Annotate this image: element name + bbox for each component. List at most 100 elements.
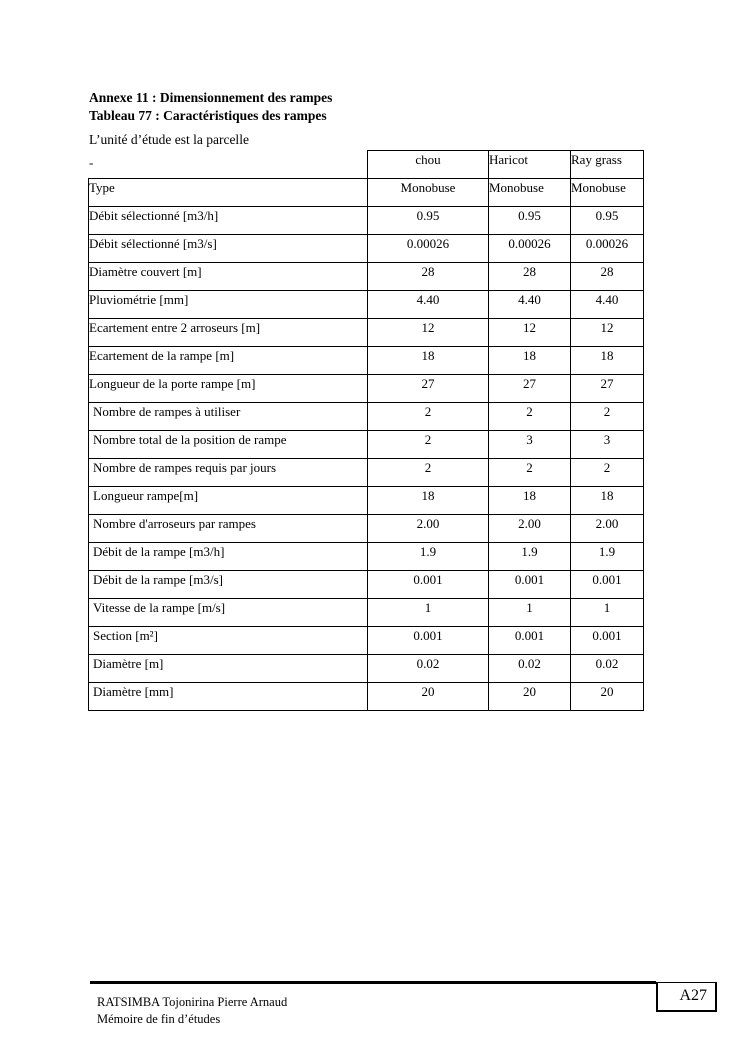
- cell-value: 28: [488, 262, 571, 291]
- cell-value: 28: [367, 262, 489, 291]
- cell-value: 4.40: [570, 290, 644, 319]
- dash-mark: -: [89, 155, 94, 170]
- cell-value: 2.00: [367, 514, 489, 543]
- cell-value: 20: [367, 682, 489, 711]
- table-row: Longueur de la porte rampe [m] 27 27 27: [88, 374, 644, 403]
- cell-value: 0.001: [570, 570, 644, 599]
- table-row: Débit de la rampe [m3/s] 0.001 0.001 0.001: [88, 570, 644, 599]
- cell-value: Monobuse: [367, 178, 489, 207]
- header-empty-cell: [88, 150, 368, 179]
- table-row: Diamètre couvert [m] 28 28 28: [88, 262, 644, 291]
- cell-value: 12: [570, 318, 644, 347]
- ramp-characteristics-table: chou Haricot Ray grass Type Monobuse Monob…: [88, 150, 644, 711]
- intro-text: L’unité d’étude est la parcelle: [89, 132, 249, 147]
- cell-value: 2: [367, 458, 489, 487]
- row-label: Vitesse de la rampe [m/s]: [88, 598, 368, 627]
- table-row: Débit sélectionné [m3/h] 0.95 0.95 0.95: [88, 206, 644, 235]
- cell-value: 18: [570, 486, 644, 515]
- table-row: Nombre de rampes requis par jours 2 2 2: [88, 458, 644, 487]
- cell-value: 18: [488, 346, 571, 375]
- cell-value: 27: [488, 374, 571, 403]
- cell-value: 0.00026: [367, 234, 489, 263]
- cell-value: 2.00: [570, 514, 644, 543]
- table-header-row: chou Haricot Ray grass: [88, 150, 644, 179]
- table-row: Débit de la rampe [m3/h] 1.9 1.9 1.9: [88, 542, 644, 571]
- cell-value: 4.40: [488, 290, 571, 319]
- row-label: Section [m²]: [88, 626, 368, 655]
- table-title: Tableau 77 : Caractéristiques des rampes: [89, 108, 327, 123]
- row-label: Diamètre couvert [m]: [88, 262, 368, 291]
- cell-value: 18: [367, 486, 489, 515]
- row-label: Débit de la rampe [m3/s]: [88, 570, 368, 599]
- table-row: Nombre de rampes à utiliser 2 2 2: [88, 402, 644, 431]
- cell-value: 18: [367, 346, 489, 375]
- table-row: Diamètre [m] 0.02 0.02 0.02: [88, 654, 644, 683]
- cell-value: Monobuse: [488, 178, 571, 207]
- cell-value: 0.001: [488, 570, 571, 599]
- cell-value: 2: [367, 430, 489, 459]
- row-label: Ecartement entre 2 arroseurs [m]: [88, 318, 368, 347]
- table-row: Pluviométrie [mm] 4.40 4.40 4.40: [88, 290, 644, 319]
- table-row: Vitesse de la rampe [m/s] 1 1 1: [88, 598, 644, 627]
- cell-value: 1.9: [488, 542, 571, 571]
- cell-value: 0.02: [367, 654, 489, 683]
- row-label: Type: [88, 178, 368, 207]
- row-label: Débit sélectionné [m3/s]: [88, 234, 368, 263]
- cell-value: 18: [488, 486, 571, 515]
- row-label: Nombre d'arroseurs par rampes: [88, 514, 368, 543]
- table-row: Section [m²] 0.001 0.001 0.001: [88, 626, 644, 655]
- cell-value: 1: [488, 598, 571, 627]
- table-row: Nombre d'arroseurs par rampes 2.00 2.00 2.0…: [88, 514, 644, 543]
- table-row: Nombre total de la position de rampe 2 3 3: [88, 430, 644, 459]
- cell-value: 0.001: [488, 626, 571, 655]
- cell-value: 3: [570, 430, 644, 459]
- cell-value: 0.001: [570, 626, 644, 655]
- cell-value: 4.40: [367, 290, 489, 319]
- cell-value: 0.95: [367, 206, 489, 235]
- row-label: Ecartement de la rampe [m]: [88, 346, 368, 375]
- cell-value: 1: [570, 598, 644, 627]
- row-label: Nombre total de la position de rampe: [88, 430, 368, 459]
- row-label: Longueur rampe[m]: [88, 486, 368, 515]
- cell-value: 3: [488, 430, 571, 459]
- table-row: Longueur rampe[m] 18 18 18: [88, 486, 644, 515]
- cell-value: 0.02: [570, 654, 644, 683]
- cell-value: Monobuse: [570, 178, 644, 207]
- cell-value: 0.02: [488, 654, 571, 683]
- cell-value: 0.95: [570, 206, 644, 235]
- cell-value: 12: [488, 318, 571, 347]
- cell-value: 0.001: [367, 570, 489, 599]
- cell-value: 2: [488, 402, 571, 431]
- table-row: Diamètre [mm] 20 20 20: [88, 682, 644, 711]
- row-label: Diamètre [m]: [88, 654, 368, 683]
- cell-value: 20: [488, 682, 571, 711]
- cell-value: 0.95: [488, 206, 571, 235]
- cell-value: 1.9: [367, 542, 489, 571]
- cell-value: 0.00026: [488, 234, 571, 263]
- cell-value: 20: [570, 682, 644, 711]
- cell-value: 0.00026: [570, 234, 644, 263]
- column-header: Ray grass: [570, 150, 644, 179]
- table-row: Type Monobuse Monobuse Monobuse: [88, 178, 644, 207]
- cell-value: 1.9: [570, 542, 644, 571]
- cell-value: 2: [570, 458, 644, 487]
- cell-value: 2: [488, 458, 571, 487]
- row-label: Nombre de rampes requis par jours: [88, 458, 368, 487]
- cell-value: 2: [570, 402, 644, 431]
- row-label: Pluviométrie [mm]: [88, 290, 368, 319]
- footer-rule: [90, 981, 656, 984]
- cell-value: 0.001: [367, 626, 489, 655]
- table-row: Ecartement entre 2 arroseurs [m] 12 12 12: [88, 318, 644, 347]
- cell-value: 28: [570, 262, 644, 291]
- footer-author: RATSIMBA Tojonirina Pierre Arnaud: [97, 995, 288, 1009]
- row-label: Diamètre [mm]: [88, 682, 368, 711]
- cell-value: 27: [367, 374, 489, 403]
- cell-value: 18: [570, 346, 644, 375]
- table-row: Débit sélectionné [m3/s] 0.00026 0.00026 0.…: [88, 234, 644, 263]
- column-header: chou: [367, 150, 489, 179]
- cell-value: 27: [570, 374, 644, 403]
- cell-value: 12: [367, 318, 489, 347]
- annex-title: Annexe 11 : Dimensionnement des rampes: [89, 90, 333, 105]
- row-label: Longueur de la porte rampe [m]: [88, 374, 368, 403]
- cell-value: 2.00: [488, 514, 571, 543]
